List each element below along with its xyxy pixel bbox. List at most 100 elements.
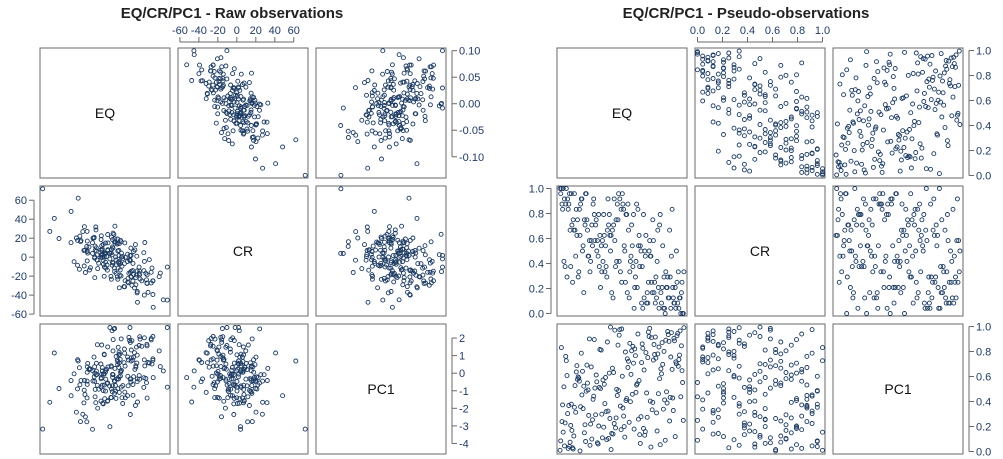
data-point xyxy=(131,374,137,380)
data-point xyxy=(885,139,891,145)
data-point xyxy=(936,186,942,191)
data-point xyxy=(191,368,197,374)
data-point xyxy=(237,396,243,402)
data-point xyxy=(877,151,883,157)
data-point xyxy=(642,429,648,435)
data-point xyxy=(762,131,768,137)
data-point xyxy=(121,261,127,267)
data-point xyxy=(164,297,170,303)
data-point xyxy=(736,325,742,331)
data-point xyxy=(747,141,753,147)
data-point xyxy=(113,395,119,401)
data-point xyxy=(571,191,577,197)
data-point xyxy=(611,421,617,426)
data-point xyxy=(223,125,229,131)
data-point xyxy=(648,444,654,450)
data-point xyxy=(848,227,854,233)
data-point xyxy=(255,375,261,381)
data-point xyxy=(721,132,726,137)
data-point xyxy=(212,395,218,401)
data-point xyxy=(400,282,406,288)
data-point xyxy=(568,401,574,407)
data-point xyxy=(235,374,241,380)
data-point xyxy=(658,290,664,296)
data-point xyxy=(588,421,594,427)
data-point xyxy=(381,244,387,250)
data-point xyxy=(794,72,799,78)
raw-points-EQ-vs-PC1 xyxy=(338,48,445,178)
tick-label: 0.05 xyxy=(459,72,480,84)
data-point xyxy=(884,305,890,311)
data-point xyxy=(731,76,737,82)
data-point xyxy=(778,358,784,364)
data-point xyxy=(142,363,148,369)
data-point xyxy=(248,107,254,113)
data-point xyxy=(95,405,101,411)
data-point xyxy=(596,212,602,217)
data-point xyxy=(111,231,117,237)
data-point xyxy=(369,128,375,134)
data-point xyxy=(710,52,716,58)
data-point xyxy=(590,201,596,207)
data-point xyxy=(664,389,669,395)
data-point xyxy=(778,162,784,168)
data-point xyxy=(150,356,156,362)
data-point xyxy=(747,332,753,338)
data-point xyxy=(721,70,726,76)
data-point xyxy=(368,251,374,257)
data-point xyxy=(141,258,147,264)
data-point xyxy=(799,331,805,337)
data-point xyxy=(628,253,634,259)
data-point xyxy=(799,413,805,419)
data-point xyxy=(379,156,384,162)
data-point xyxy=(934,243,940,249)
data-point xyxy=(932,107,938,113)
data-point xyxy=(599,238,605,244)
data-point xyxy=(110,260,116,266)
data-point xyxy=(87,366,92,372)
data-point xyxy=(752,101,758,107)
data-point xyxy=(767,117,773,123)
data-point xyxy=(674,333,680,339)
data-point xyxy=(242,113,248,119)
data-point xyxy=(934,131,940,137)
data-point xyxy=(563,186,569,191)
data-point xyxy=(410,121,416,127)
data-point xyxy=(422,113,428,119)
data-point xyxy=(695,417,700,423)
data-point xyxy=(905,217,911,223)
data-point xyxy=(345,135,351,140)
data-point xyxy=(855,98,861,104)
data-point xyxy=(851,217,857,223)
data-point xyxy=(721,97,726,103)
data-point xyxy=(562,443,567,449)
data-point xyxy=(863,62,869,68)
data-point xyxy=(923,227,929,233)
data-point xyxy=(108,395,114,401)
data-point xyxy=(224,111,230,117)
data-point xyxy=(715,343,721,349)
data-point xyxy=(144,395,150,401)
data-point xyxy=(586,412,592,418)
data-point xyxy=(421,278,427,284)
data-point xyxy=(126,334,132,340)
data-point xyxy=(677,352,682,358)
data-point xyxy=(672,300,677,306)
data-point xyxy=(608,447,614,453)
data-point xyxy=(78,239,83,245)
data-point xyxy=(240,128,246,134)
data-point xyxy=(588,258,594,264)
tick-label: 0.2 xyxy=(715,25,730,37)
data-point xyxy=(773,363,779,369)
data-point xyxy=(621,424,627,430)
data-point xyxy=(127,258,133,264)
data-point xyxy=(142,240,148,245)
data-point xyxy=(594,379,600,385)
data-point xyxy=(76,266,82,272)
data-point xyxy=(888,138,894,144)
tick-label: -40 xyxy=(191,25,207,37)
data-point xyxy=(605,196,611,202)
data-point xyxy=(710,64,716,70)
data-point xyxy=(105,240,111,246)
data-point xyxy=(874,295,879,301)
